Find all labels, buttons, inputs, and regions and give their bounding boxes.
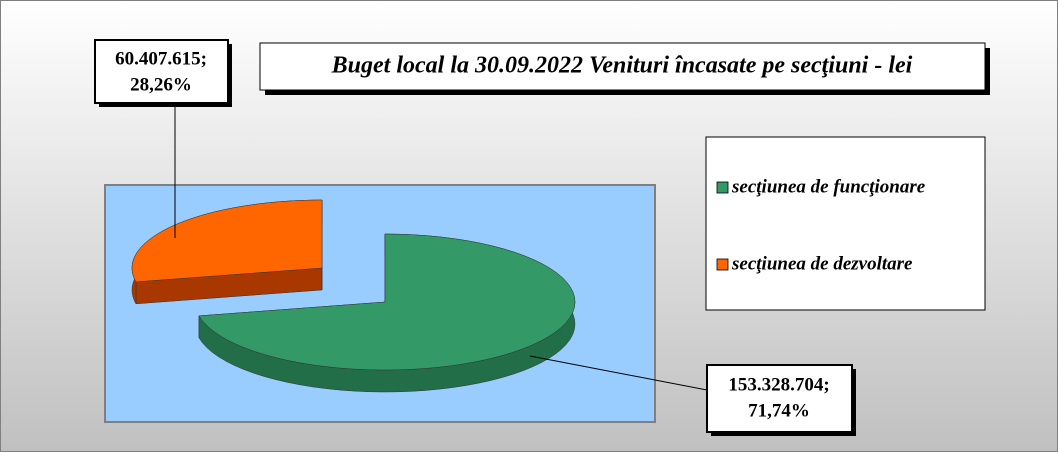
leader-line xyxy=(529,355,708,391)
legend-swatch xyxy=(716,258,729,271)
data-label: 28,26% xyxy=(130,74,192,95)
label-box xyxy=(94,39,229,104)
data-label: 60.407.615; xyxy=(115,48,207,69)
legend-swatch xyxy=(716,181,729,194)
title-box xyxy=(259,42,986,91)
label-box xyxy=(706,364,853,433)
legend-label: secţiunea de funcţionare xyxy=(731,176,926,197)
pie-slice xyxy=(198,233,576,371)
data-label: 153.328.704; xyxy=(728,374,829,395)
legend xyxy=(705,136,986,311)
pie xyxy=(131,199,576,393)
data-label: 71,74% xyxy=(748,400,810,421)
chart-title: Buget local la 30.09.2022 Venituri încas… xyxy=(331,53,913,79)
legend-label: secţiunea de dezvoltare xyxy=(731,253,913,274)
